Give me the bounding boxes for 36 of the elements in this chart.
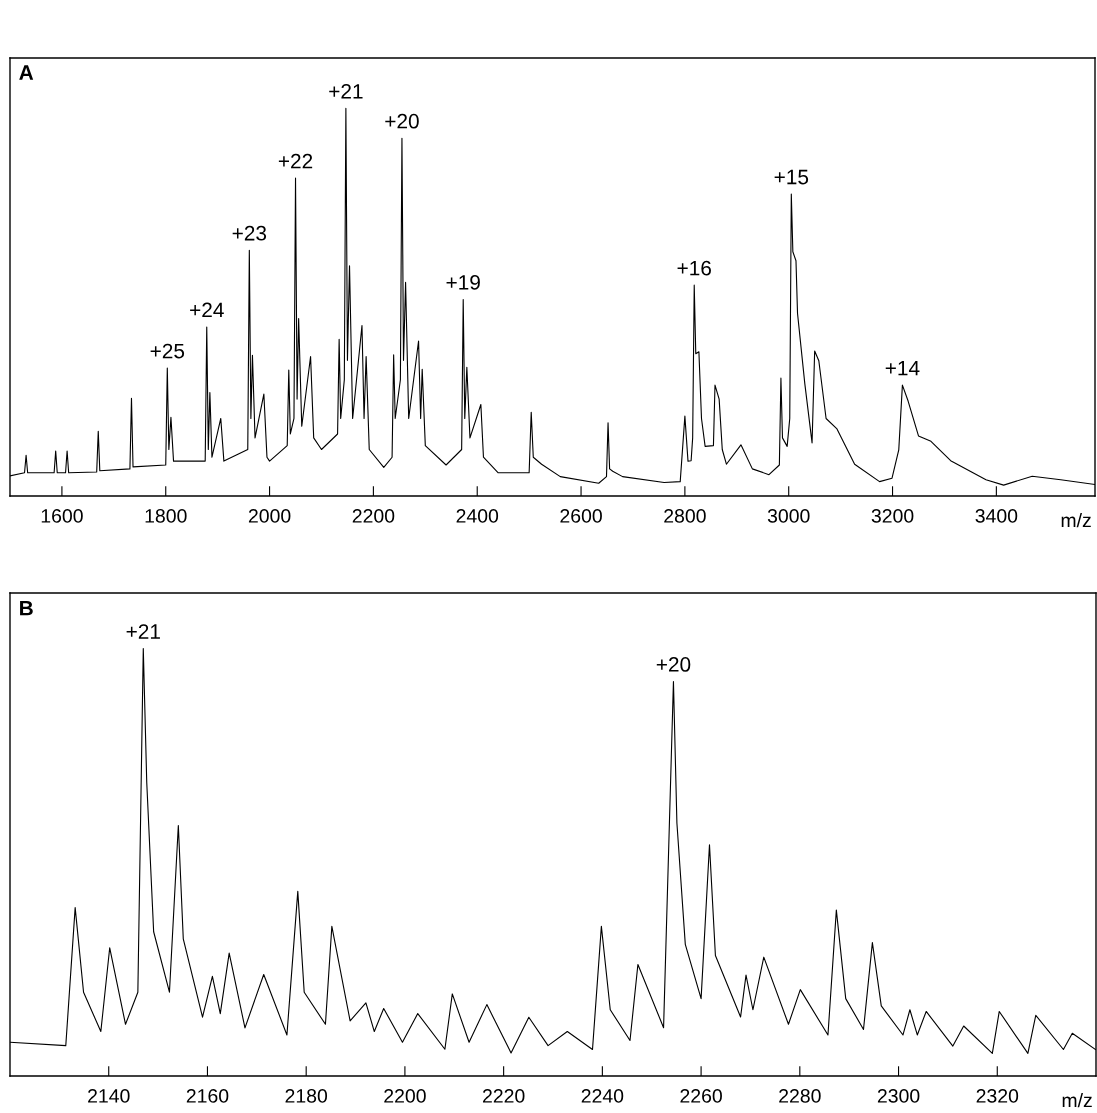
x-tick-label: 2400 <box>456 509 499 523</box>
annotation: +21 <box>329 83 363 99</box>
x-tick-label: 2140 <box>88 1089 130 1103</box>
x-tick-label: 3200 <box>871 509 914 523</box>
x-tick-label: 2200 <box>384 1089 426 1103</box>
x-tick-label: 2240 <box>581 1089 624 1103</box>
annotation: +16 <box>677 260 711 276</box>
x-tick-label: 2800 <box>664 509 706 523</box>
x-tick-label: 3400 <box>975 509 1018 523</box>
annotation: +15 <box>774 169 809 185</box>
x-tick-label: 2320 <box>976 1089 1019 1103</box>
x-tick-label: 2160 <box>186 1089 229 1103</box>
annotation: +25 <box>150 343 185 359</box>
x-tick-label: 2300 <box>877 1089 920 1103</box>
text: A <box>19 65 34 80</box>
x-tick-label: 2600 <box>560 509 602 523</box>
annotation: +23 <box>232 225 267 241</box>
annotation: +14 <box>885 360 920 376</box>
x-axis-title: m/z <box>1062 1092 1092 1108</box>
annotation: +24 <box>190 302 224 318</box>
x-tick-label: 2200 <box>352 509 395 523</box>
annotation: +22 <box>278 153 313 169</box>
annotation: +20 <box>656 657 691 672</box>
x-tick-label: 2260 <box>680 1089 722 1103</box>
x-axis-title: m/z <box>1061 512 1091 528</box>
text: B <box>20 601 33 616</box>
x-tick-label: 2220 <box>482 1089 525 1103</box>
x-tick-label: 3000 <box>767 509 810 523</box>
annotation: +21 <box>126 624 160 639</box>
x-tick-label: 1600 <box>41 509 83 523</box>
annotation: +19 <box>446 275 480 290</box>
annotation: +20 <box>385 113 419 129</box>
x-tick-label: 1800 <box>145 509 187 523</box>
x-tick-label: 2000 <box>248 509 291 523</box>
x-tick-label: 2180 <box>285 1089 328 1103</box>
x-tick-label: 2280 <box>779 1089 821 1103</box>
